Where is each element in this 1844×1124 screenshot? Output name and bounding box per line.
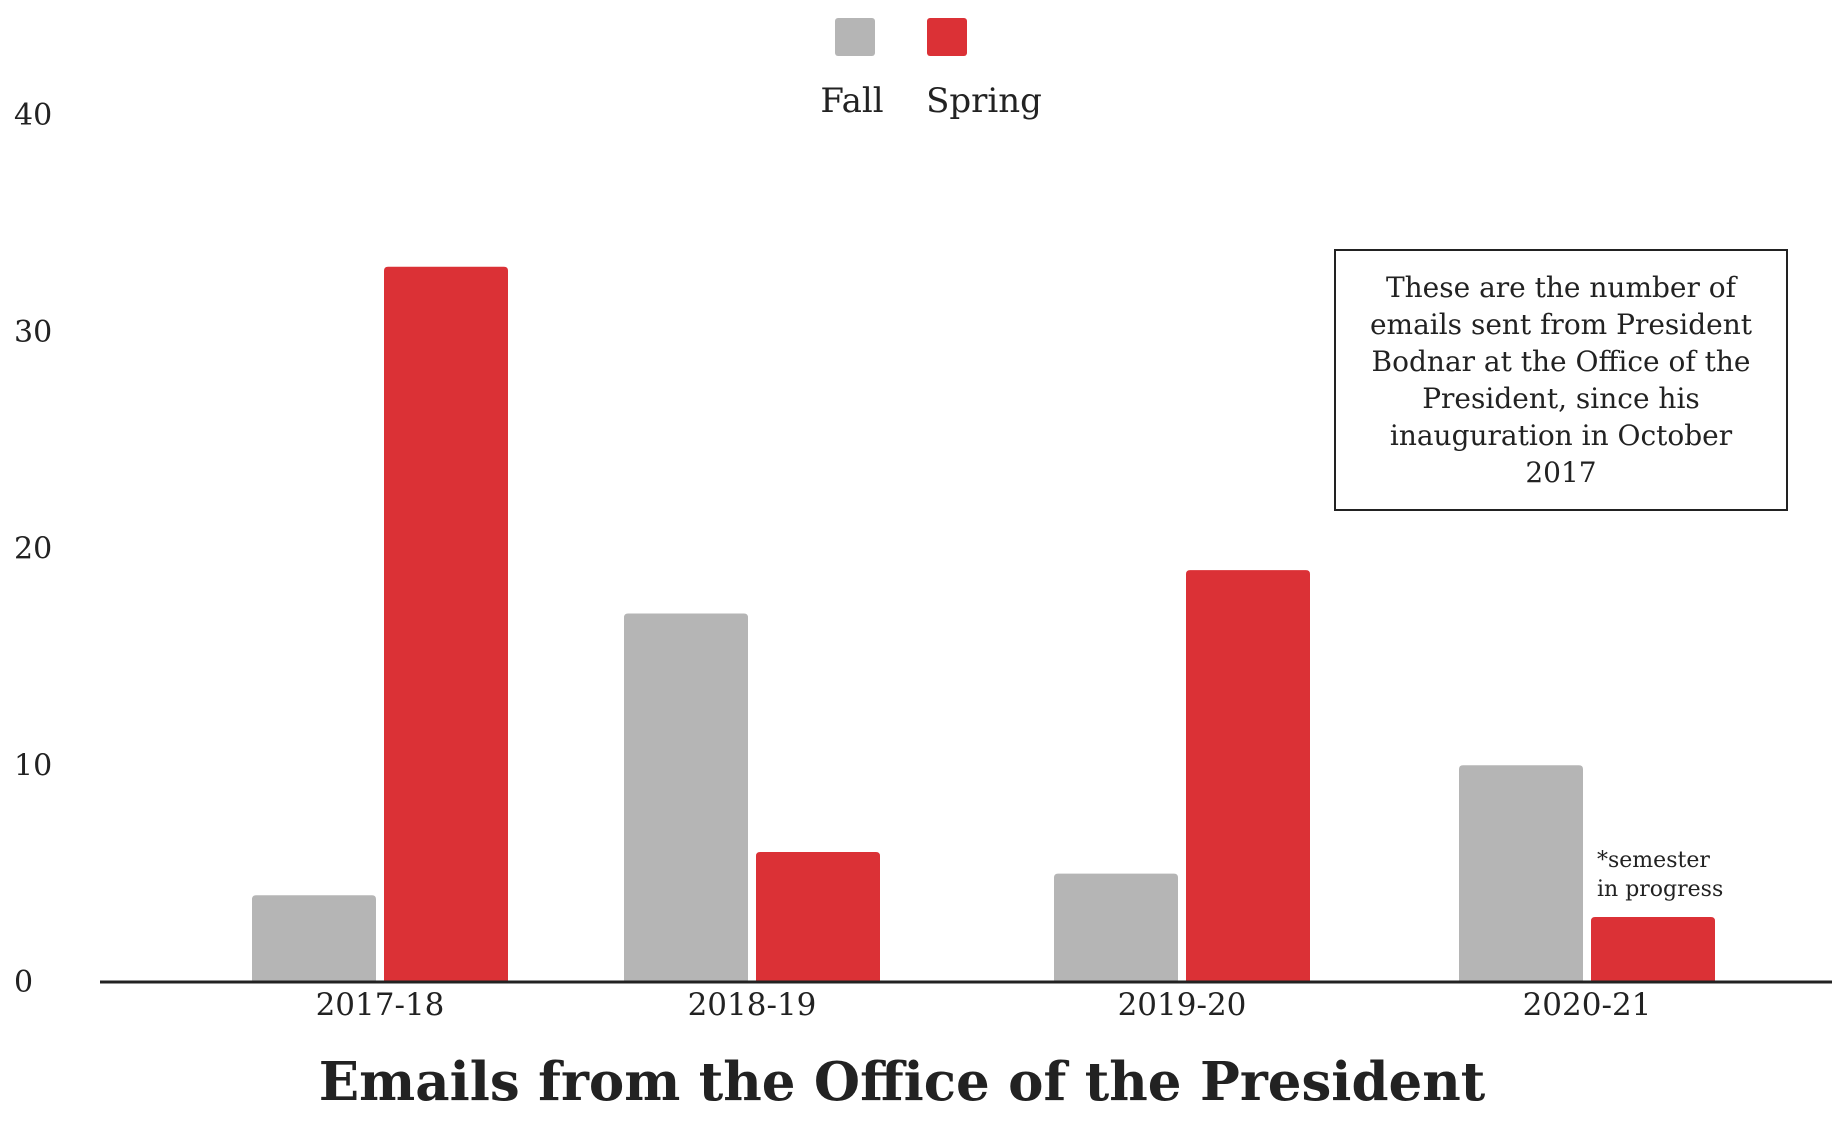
x-axis-tick-labels: 2017-18 2018-19 2019-20 2020-21 [316,987,1652,1023]
x-tick-label-2020-21: 2020-21 [1523,987,1652,1023]
bar-fall-2019-20 [1054,873,1178,982]
bar-note-line: *semester [1597,848,1710,873]
annotation-box: These are the number of emails sent from… [1334,249,1788,511]
x-tick-label-2017-18: 2017-18 [316,987,445,1023]
legend-label-fall: Fall [820,81,883,121]
bar-note-line: in progress [1597,877,1723,902]
bar-fall-2020-21 [1459,765,1583,982]
legend-swatch-spring [927,18,967,56]
bars [252,266,1715,983]
annotation-text: These are the number of emails sent from… [1369,271,1753,489]
bar-note-2020-21: *semester in progress [1597,848,1723,902]
y-tick-label-20: 20 [14,532,52,567]
x-tick-label-2019-20: 2019-20 [1118,987,1247,1023]
y-axis-tick-labels: 0 10 20 30 40 [14,98,52,1000]
bar-fall-2017-18 [252,895,376,982]
bar-spring-2019-20 [1186,570,1310,982]
y-tick-label-10: 10 [14,748,52,783]
bar-notes: *semester in progress [1597,848,1723,902]
x-tick-label-2018-19: 2018-19 [688,987,817,1023]
y-tick-label-30: 30 [14,315,52,350]
bar-spring-2018-19 [756,851,880,982]
legend-swatch-fall [835,18,875,56]
chart-title: Emails from the Office of the President [319,1051,1486,1113]
legend-label-spring: Spring [926,81,1042,121]
y-tick-label-40: 40 [14,98,52,133]
bar-spring-2020-21 [1591,916,1715,982]
bar-fall-2018-19 [624,613,748,982]
y-tick-label-0: 0 [14,965,33,1000]
bar-spring-2017-18 [384,266,508,983]
legend: Fall Spring [820,18,1042,121]
